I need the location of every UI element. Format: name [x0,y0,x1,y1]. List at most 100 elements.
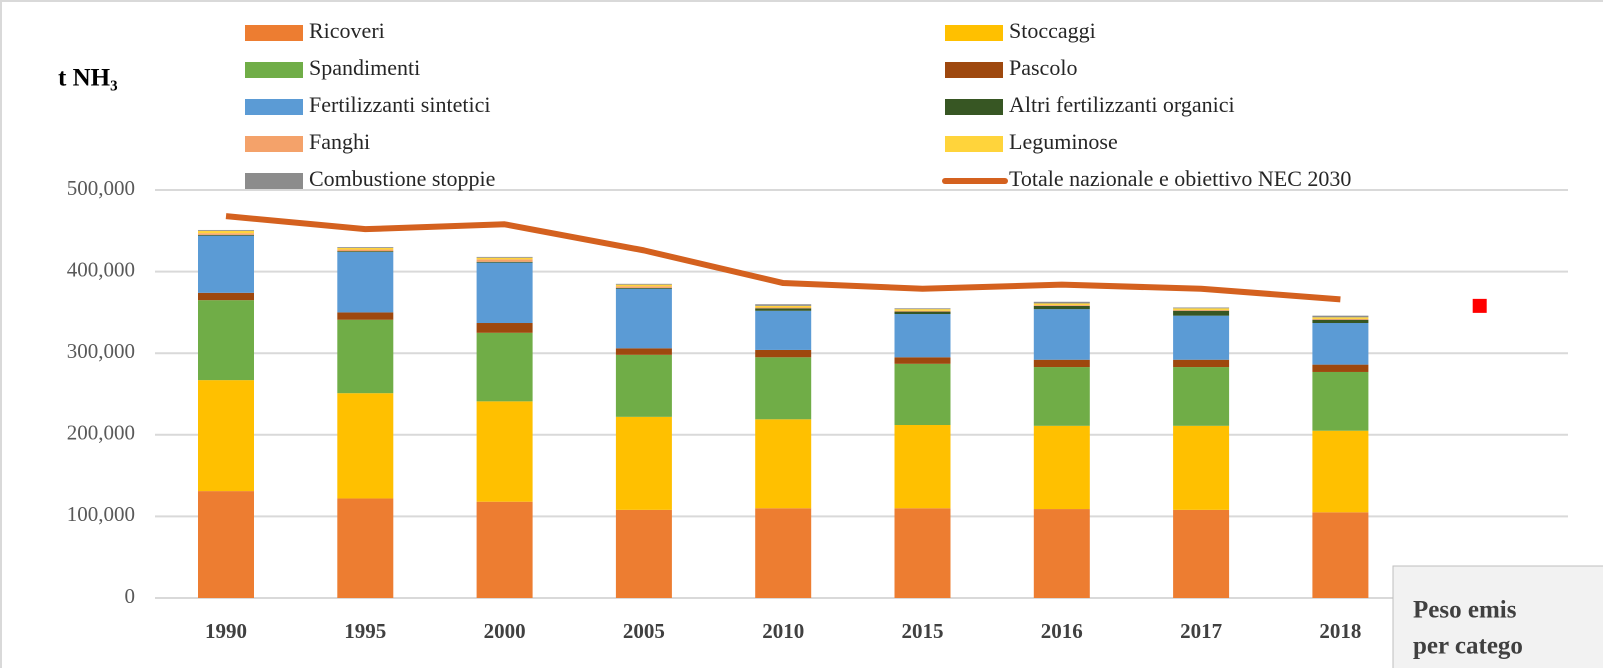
bar-segment [755,308,812,311]
target-marker [1472,298,1487,313]
bar-segment [337,319,394,394]
y-tick-label: 300,000 [67,339,135,363]
legend-swatch [245,173,303,189]
bar-segment [755,508,812,598]
bar-segment [1312,317,1369,319]
bar-segment [198,292,254,301]
bar-segment [1312,315,1369,318]
bar-segment [198,229,254,231]
bar-segment [198,233,254,235]
x-tick-label: 2018 [1319,619,1361,643]
bar-segment [1033,359,1090,368]
bar-segment [755,305,812,308]
x-tick-label: 2016 [1041,619,1083,643]
bar-segment [894,357,951,364]
bar-segment [755,357,812,420]
legend-swatch [245,62,303,78]
bar-segment [1312,364,1369,372]
note-box [1392,565,1603,668]
x-tick-label: 2000 [484,619,526,643]
x-tick-label: 1990 [205,619,247,643]
bar-segment [337,249,394,252]
bar-segment [1033,425,1090,510]
legend-label: Pascolo [1009,55,1077,80]
note-text: per catego [1413,633,1523,660]
bar-segment [615,509,672,598]
x-tick-label: 1995 [344,619,386,643]
bar-segment [1033,305,1090,310]
bar-segment [755,307,812,309]
bar-segment [615,286,672,288]
bar-segment [894,314,951,358]
bar-segment [1033,309,1090,360]
y-tick-label: 0 [125,584,136,608]
bar-segment [1173,425,1230,510]
bar-segment [1033,305,1090,306]
bar-segment [337,498,394,598]
y-axis-label: t NH₃ [58,65,118,92]
note-text: Peso emis [1413,597,1517,624]
x-tick-label: 2010 [762,619,804,643]
bar-segment [476,323,533,333]
x-tick-label: 2015 [902,619,944,643]
legend-label: Altri fertilizzanti organici [1009,92,1235,117]
legend-swatch [945,99,1003,115]
total-line [225,213,1341,303]
bar-segment [755,304,812,306]
bar-segment [1033,301,1090,304]
bar-segment [615,416,672,510]
bar-segment [1033,509,1090,598]
bar-segment [1173,359,1230,368]
bar-segment [755,310,812,350]
bar-segment [1312,371,1369,431]
y-tick-label: 400,000 [67,257,135,281]
bar-segment [1173,367,1230,426]
bar-segment [1173,310,1230,316]
bar-segment [337,247,394,250]
legend-label: Fertilizzanti sintetici [309,92,490,117]
bar-segment [198,234,254,236]
bar-segment [1173,315,1230,360]
bar-segment [1173,309,1230,311]
legend-label: Spandimenti [309,55,420,80]
x-tick-label: 2017 [1180,619,1222,643]
legend-label: Ricoveri [309,18,385,43]
bar-segment [476,332,533,402]
bar-segment [337,312,394,320]
bar-segment [894,310,951,312]
bar-segment [615,287,672,289]
bar-segment [337,393,394,499]
legend-swatch [245,25,303,41]
legend-swatch [245,136,303,152]
bar-segment [476,501,533,598]
bar-segment [476,261,533,263]
bar-segment [894,308,951,310]
bar-segment [755,419,812,509]
bar-segment [198,230,254,234]
bar-segment [894,311,951,315]
legend-label: Combustione stoppie [309,166,495,191]
bar-segment [894,425,951,509]
legend-swatch [245,99,303,115]
bar-segment [476,257,533,260]
bar-segment [198,235,254,293]
legend-swatch [945,136,1003,152]
y-tick-label: 500,000 [67,176,135,200]
legend-label: Stoccaggi [1009,18,1096,43]
x-tick-label: 2005 [623,619,665,643]
bar-segment [198,380,254,492]
legend-swatch [945,62,1003,78]
bar-segment [1312,318,1369,320]
bar-segment [1173,509,1230,598]
bar-segment [894,508,951,598]
bar-segment [1173,307,1230,309]
bar-segment [615,283,672,285]
bar-segment [1312,512,1369,598]
bar-segment [615,354,672,417]
bar-segment [1173,308,1230,310]
bar-segment [894,363,951,426]
bar-segment [337,247,394,248]
legend-label: Leguminose [1009,129,1118,154]
